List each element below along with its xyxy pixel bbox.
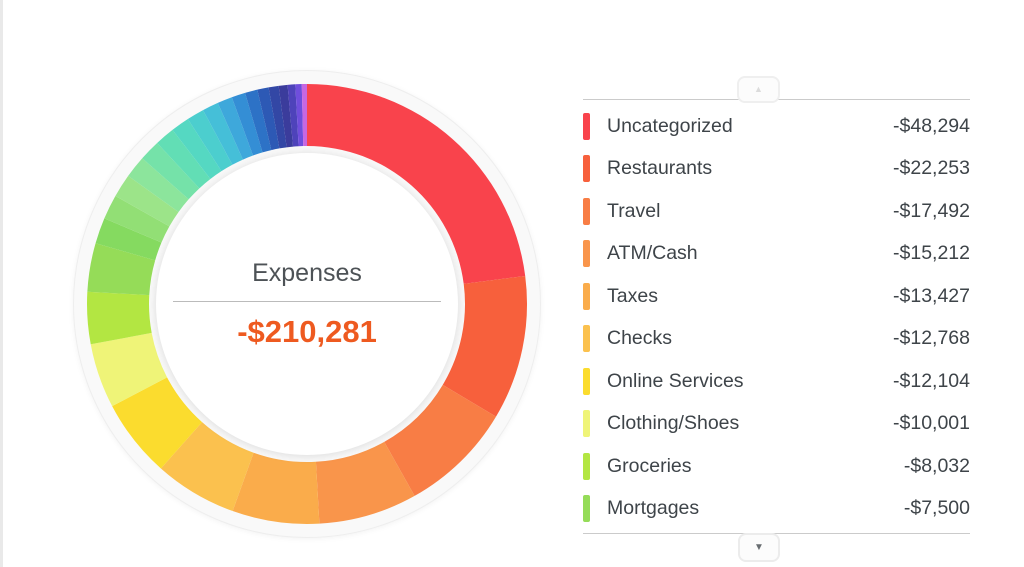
legend-row-mortgages[interactable]: Mortgages -$7,500 — [583, 488, 970, 531]
chevron-down-icon: ▼ — [754, 541, 764, 553]
donut-slice-uncategorized[interactable] — [307, 84, 526, 284]
legend-row-groceries[interactable]: Groceries -$8,032 — [583, 445, 970, 488]
legend-color-swatch — [583, 495, 590, 523]
legend-row-atm-cash[interactable]: ATM/Cash -$15,212 — [583, 233, 970, 276]
donut-slice-other-3[interactable] — [115, 175, 179, 227]
legend-color-swatch — [583, 197, 590, 225]
panel-left-border — [0, 0, 3, 567]
donut-slice-other-11[interactable] — [231, 92, 263, 156]
donut-center-total: -$210,281 — [237, 314, 377, 349]
legend-row-uncategorized[interactable]: Uncategorized -$48,294 — [583, 105, 970, 148]
legend-category-label: ATM/Cash — [607, 242, 698, 265]
scroll-up-button[interactable]: ▲ — [737, 76, 780, 103]
donut-slice-taxes[interactable] — [232, 452, 320, 525]
legend-category-label: Checks — [607, 327, 673, 350]
legend-category-label: Taxes — [607, 284, 658, 307]
donut-slice-travel[interactable] — [384, 384, 497, 496]
donut-slice-other-8[interactable] — [187, 110, 233, 172]
donut-slice-other-2[interactable] — [104, 195, 170, 243]
legend-row-taxes[interactable]: Taxes -$13,427 — [583, 275, 970, 318]
legend-row-clothing-shoes[interactable]: Clothing/Shoes -$10,001 — [583, 403, 970, 446]
donut-slice-restaurants[interactable] — [442, 275, 528, 417]
legend-row-checks[interactable]: Checks -$12,768 — [583, 318, 970, 361]
legend-color-swatch — [583, 325, 590, 353]
legend-color-swatch — [583, 282, 590, 310]
donut-slices — [86, 83, 528, 525]
donut-slice-atm-cash[interactable] — [315, 441, 415, 524]
legend-color-swatch — [583, 410, 590, 438]
legend-color-swatch — [583, 112, 590, 140]
legend-category-label: Clothing/Shoes — [607, 412, 740, 435]
donut-slice-other-5[interactable] — [142, 142, 200, 200]
donut-slice-other-4[interactable] — [128, 158, 189, 212]
donut-slice-online-services[interactable] — [112, 377, 203, 469]
expenses-legend-panel: ▲ Uncategorized -$48,294 Restaurants -$22,2… — [583, 0, 970, 567]
legend-amount: -$12,768 — [893, 327, 970, 350]
donut-slice-other-15[interactable] — [278, 84, 294, 148]
donut-slice-groceries[interactable] — [86, 291, 152, 345]
donut-slice-mortgages[interactable] — [87, 243, 156, 296]
donut-slice-other-9[interactable] — [203, 102, 243, 165]
legend-amount: -$7,500 — [903, 497, 970, 520]
donut-slice-other-18[interactable] — [301, 83, 307, 147]
legend-category-label: Uncategorized — [607, 114, 733, 137]
donut-center-divider — [173, 301, 441, 302]
legend-amount: -$48,294 — [893, 114, 970, 137]
donut-slice-other-10[interactable] — [217, 97, 254, 160]
legend-category-label: Restaurants — [607, 157, 713, 180]
legend-category-label: Mortgages — [607, 497, 700, 520]
legend-amount: -$13,427 — [893, 284, 970, 307]
legend-amount: -$8,032 — [903, 454, 970, 477]
donut-slice-checks[interactable] — [160, 422, 254, 512]
legend-category-label: Groceries — [607, 454, 692, 477]
donut-slice-other-12[interactable] — [245, 89, 272, 153]
legend-row-online-services[interactable]: Online Services -$12,104 — [583, 360, 970, 403]
donut-slice-other-6[interactable] — [157, 129, 211, 189]
legend-amount: -$17,492 — [893, 199, 970, 222]
legend-color-swatch — [583, 240, 590, 268]
legend-color-swatch — [583, 367, 590, 395]
legend-color-swatch — [583, 452, 590, 480]
scroll-down-button[interactable]: ▼ — [738, 533, 780, 562]
legend-amount: -$10,001 — [893, 412, 970, 435]
chevron-up-icon: ▲ — [754, 84, 763, 94]
donut-slice-other-1[interactable] — [95, 218, 162, 261]
legend-amount: -$22,253 — [893, 157, 970, 180]
legend-row-travel[interactable]: Travel -$17,492 — [583, 190, 970, 233]
legend-row-list: Uncategorized -$48,294 Restaurants -$22,253… — [583, 105, 970, 530]
legend-amount: -$15,212 — [893, 242, 970, 265]
donut-slice-other-13[interactable] — [257, 87, 280, 151]
legend-category-label: Travel — [607, 199, 661, 222]
legend-category-label: Online Services — [607, 369, 744, 392]
donut-slice-other-17[interactable] — [295, 84, 304, 147]
donut-slice-clothing-shoes[interactable] — [90, 332, 168, 407]
legend-amount: -$12,104 — [893, 369, 970, 392]
donut-center: Expenses -$210,281 — [156, 153, 458, 455]
donut-center-title: Expenses — [252, 259, 362, 287]
donut-slice-other-16[interactable] — [287, 84, 299, 147]
legend-color-swatch — [583, 155, 590, 183]
donut-slice-other-7[interactable] — [172, 119, 222, 179]
legend-row-restaurants[interactable]: Restaurants -$22,253 — [583, 148, 970, 191]
donut-slice-other-14[interactable] — [268, 85, 287, 149]
